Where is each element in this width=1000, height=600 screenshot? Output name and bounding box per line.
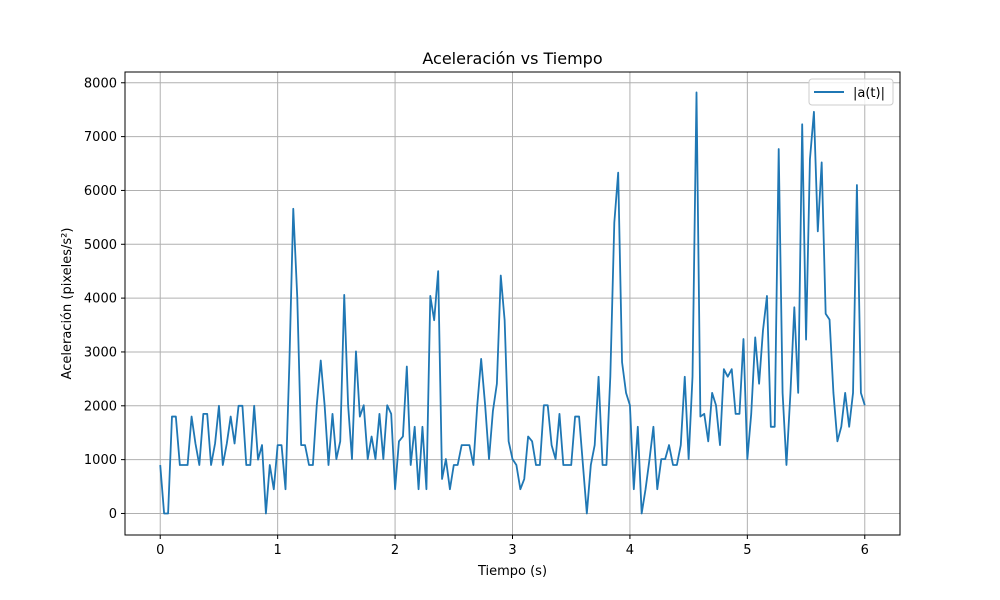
y-axis-label: Aceleración (pixeles/s²) (60, 228, 75, 380)
x-axis-label: Tiempo (s) (477, 564, 547, 579)
y-tick-label: 4000 (84, 292, 117, 307)
x-tick-label: 0 (156, 543, 164, 558)
y-axis-ticks: 0 1000 2000 3000 4000 5000 6000 7000 8000 (84, 76, 125, 522)
x-tick-label: 5 (743, 543, 751, 558)
y-tick-label: 6000 (84, 184, 117, 199)
y-tick-label: 3000 (84, 345, 117, 360)
legend-box (808, 78, 894, 106)
chart-title: Aceleración vs Tiempo (422, 49, 602, 68)
series-line (159, 91, 866, 515)
y-tick-label: 1000 (84, 453, 117, 468)
y-tick-label: 2000 (84, 399, 117, 414)
x-tick-label: 4 (626, 543, 634, 558)
x-tick-label: 1 (274, 543, 282, 558)
legend-label: |a(t)| (853, 86, 885, 101)
x-tick-label: 2 (391, 543, 399, 558)
x-tick-label: 6 (861, 543, 869, 558)
y-tick-label: 5000 (84, 238, 117, 253)
legend: |a(t)| (808, 78, 894, 106)
y-tick-label: 8000 (84, 76, 117, 91)
y-tick-label: 0 (109, 507, 117, 522)
x-tick-label: 3 (508, 543, 516, 558)
series-layer (159, 91, 866, 515)
x-axis-ticks: 0 1 2 3 4 5 6 (156, 535, 869, 558)
y-tick-label: 7000 (84, 130, 117, 145)
